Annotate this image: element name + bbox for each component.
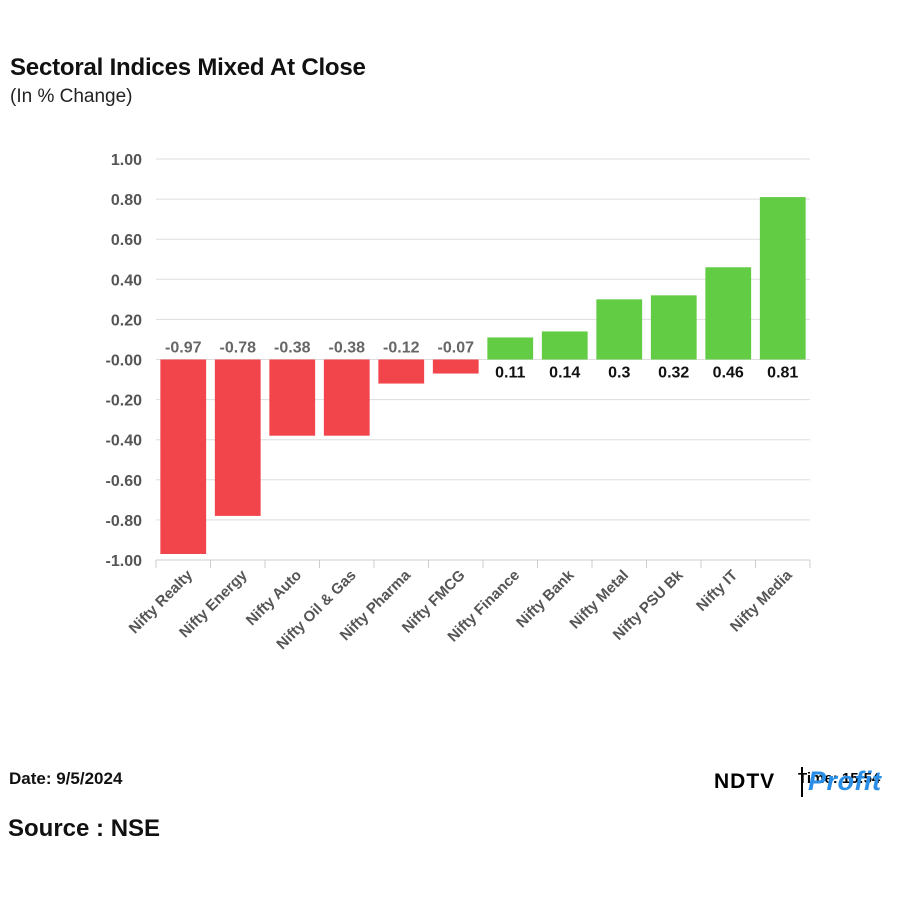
data-label: 0.3 [608, 365, 630, 382]
chart-source: Source : NSE [8, 815, 161, 842]
bar-nifty-bank[interactable] [541, 331, 588, 360]
y-tick-label: -0.80 [106, 513, 143, 530]
data-labels: -0.97 -0.78 -0.38 -0.38 -0.12 -0.07 0.11 0.14 0.… [165, 340, 798, 382]
data-label: -0.07 [438, 340, 475, 357]
chart-subtitle: (In % Change) [10, 86, 133, 107]
bar-nifty-finance[interactable] [487, 337, 534, 360]
y-tick-label: 1.00 [111, 152, 142, 169]
bar-nifty-energy[interactable] [214, 359, 261, 516]
bar-nifty-media[interactable] [759, 197, 806, 360]
y-tick-label: -0.20 [106, 393, 143, 410]
logo-divider [801, 767, 803, 797]
bar-nifty-fmcg[interactable] [432, 359, 479, 374]
bar-nifty-metal[interactable] [596, 299, 643, 360]
chart-title: Sectoral Indices Mixed At Close [10, 54, 366, 81]
logo-profit-text: Profit [808, 766, 882, 796]
data-label: 0.11 [495, 365, 525, 382]
gridlines [155, 158, 811, 568]
data-label: -0.38 [329, 340, 366, 357]
x-tick-label: Nifty IT [693, 567, 741, 615]
bar-nifty-oil-gas[interactable] [323, 359, 370, 436]
chart-date: Date: 9/5/2024 [9, 769, 123, 788]
bar-nifty-auto[interactable] [269, 359, 316, 436]
data-label: -0.12 [383, 340, 420, 357]
ndtv-profit-logo: NDTV Time: 15:54 Profit [714, 764, 894, 800]
y-tick-label: -0.40 [106, 433, 143, 450]
data-label: 0.46 [713, 365, 744, 382]
y-tick-label: -0.60 [106, 473, 143, 490]
y-tick-label: 0.60 [111, 232, 142, 249]
y-tick-label: 0.20 [111, 312, 142, 329]
y-tick-label: 0.80 [111, 192, 142, 209]
data-label: -0.97 [165, 340, 202, 357]
bars [160, 197, 806, 554]
bar-nifty-it[interactable] [705, 267, 752, 360]
bar-nifty-pharma[interactable] [378, 359, 425, 384]
data-label: 0.81 [767, 365, 798, 382]
y-tick-label: -1.00 [106, 553, 143, 570]
data-label: 0.32 [658, 365, 689, 382]
y-axis-ticks: 1.00 0.80 0.60 0.40 0.20 -0.00 -0.20 -0.40 -0.60… [106, 152, 143, 570]
time-overlay-text: Time: 15:54 [798, 770, 881, 787]
y-tick-label: 0.40 [111, 272, 142, 289]
bar-nifty-realty[interactable] [160, 359, 207, 554]
logo-ndtv-text: NDTV [714, 770, 776, 793]
bar-nifty-psu-bk[interactable] [650, 295, 697, 360]
y-tick-label: -0.00 [106, 353, 143, 370]
data-label: -0.38 [274, 340, 311, 357]
data-label: -0.78 [220, 340, 257, 357]
data-label: 0.14 [549, 365, 580, 382]
